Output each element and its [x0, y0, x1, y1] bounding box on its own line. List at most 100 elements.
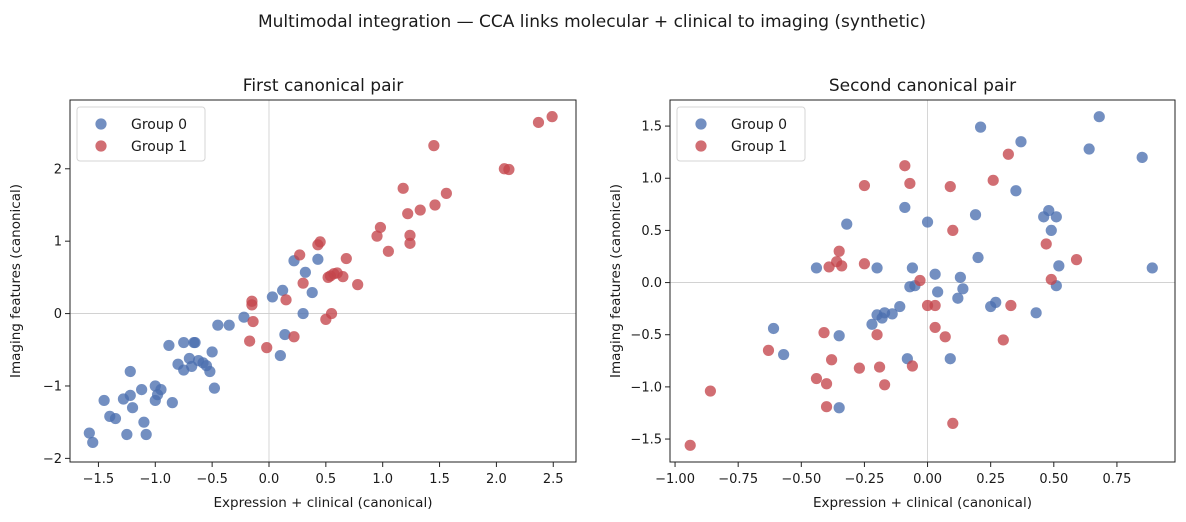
data-point	[767, 322, 780, 335]
data-point	[929, 299, 941, 312]
data-point	[947, 224, 959, 237]
x-tick-label: 1.0	[372, 472, 393, 487]
data-point	[532, 116, 545, 129]
data-point	[906, 360, 919, 372]
legend-box	[76, 106, 206, 162]
x-tick-label: 0.25	[976, 472, 1005, 487]
data-point	[886, 308, 898, 320]
data-point	[944, 180, 956, 193]
legend-marker	[95, 140, 107, 152]
data-point	[894, 300, 906, 313]
data-point	[247, 315, 259, 328]
data-point	[314, 236, 326, 248]
data-point	[997, 334, 1009, 346]
data-point	[277, 284, 289, 297]
data-point	[440, 187, 452, 199]
panels: −1.5 −1.0 −0.5 0.0 0.5 1.0 1.5 2.0 2.5 −2 −1 0 1 2 Fir…	[8, 76, 1176, 511]
plot-frame	[669, 99, 1176, 463]
legend-marker	[95, 118, 107, 130]
data-point	[136, 384, 148, 396]
y-tick-label: 0	[54, 307, 62, 322]
x-tick-label: 0.5	[315, 472, 336, 487]
data-point	[337, 271, 349, 283]
y-tick-label: −2	[43, 452, 62, 467]
data-point	[921, 216, 934, 228]
data-point	[126, 402, 139, 414]
y-tick-label: 2	[54, 162, 62, 177]
data-point	[166, 397, 178, 409]
data-point	[871, 262, 883, 274]
legend-entry: Group 0	[731, 117, 787, 133]
data-point	[208, 382, 221, 394]
data-point	[820, 378, 833, 390]
data-point	[879, 379, 891, 391]
data-point	[503, 163, 515, 176]
data-point	[297, 277, 309, 289]
data-point	[155, 384, 167, 396]
data-point	[299, 266, 311, 278]
data-point	[429, 199, 441, 211]
data-point	[212, 319, 224, 331]
data-point	[1015, 136, 1027, 148]
y-axis-label: Imaging features (canonical)	[8, 184, 24, 378]
data-point	[1146, 262, 1158, 274]
data-point	[969, 209, 982, 221]
data-point	[684, 439, 696, 451]
y-tick-label: 1	[54, 235, 62, 250]
y-tick-label: 0.0	[641, 276, 662, 291]
data-point	[138, 416, 150, 428]
data-point	[371, 230, 383, 242]
data-point	[340, 252, 352, 265]
data-point	[261, 342, 273, 354]
data-point	[704, 385, 717, 397]
data-point	[914, 274, 926, 287]
data-point	[244, 335, 256, 347]
data-point	[124, 389, 136, 401]
data-point	[853, 362, 865, 374]
data-point	[312, 253, 324, 265]
x-tick-label: 0.50	[1039, 472, 1068, 487]
data-point	[297, 307, 309, 320]
series-2-points	[684, 148, 1083, 451]
data-point	[98, 394, 110, 407]
data-point	[762, 344, 775, 356]
data-point	[238, 311, 250, 323]
data-point	[121, 428, 133, 441]
x-tick-label: 1.5	[429, 472, 450, 487]
x-tick-label: −1.5	[83, 472, 115, 487]
data-point	[954, 271, 966, 283]
plot-frame	[69, 99, 577, 463]
chart-title: Second canonical pair	[829, 76, 1016, 96]
data-point	[402, 208, 414, 220]
data-point	[178, 336, 190, 349]
data-point	[841, 218, 853, 230]
data-point	[929, 268, 941, 280]
data-point	[546, 111, 558, 123]
data-point	[1043, 204, 1055, 217]
data-point	[1030, 307, 1042, 319]
chart-panel-1: −1.5 −1.0 −0.5 0.0 0.5 1.0 1.5 2.0 2.5 −2 −1 0 1 2 Fir…	[8, 76, 577, 511]
data-point	[414, 204, 426, 216]
data-point	[833, 402, 845, 414]
data-point	[899, 160, 911, 172]
data-point	[939, 331, 951, 343]
data-point	[374, 221, 387, 234]
data-point	[826, 354, 838, 366]
data-point	[294, 249, 306, 261]
legend-marker	[695, 140, 707, 152]
data-point	[246, 295, 258, 307]
data-point	[1050, 211, 1062, 223]
x-tick-label: −1.0	[139, 472, 171, 487]
series-2-points	[244, 111, 558, 354]
data-point	[810, 372, 823, 385]
data-point	[1083, 143, 1095, 155]
data-point	[189, 336, 201, 349]
series-1-points	[767, 111, 1158, 414]
data-point	[904, 177, 916, 190]
data-point	[204, 365, 216, 378]
data-point	[906, 262, 919, 274]
data-point	[274, 349, 286, 362]
data-point	[1005, 299, 1017, 312]
data-point	[929, 321, 941, 334]
